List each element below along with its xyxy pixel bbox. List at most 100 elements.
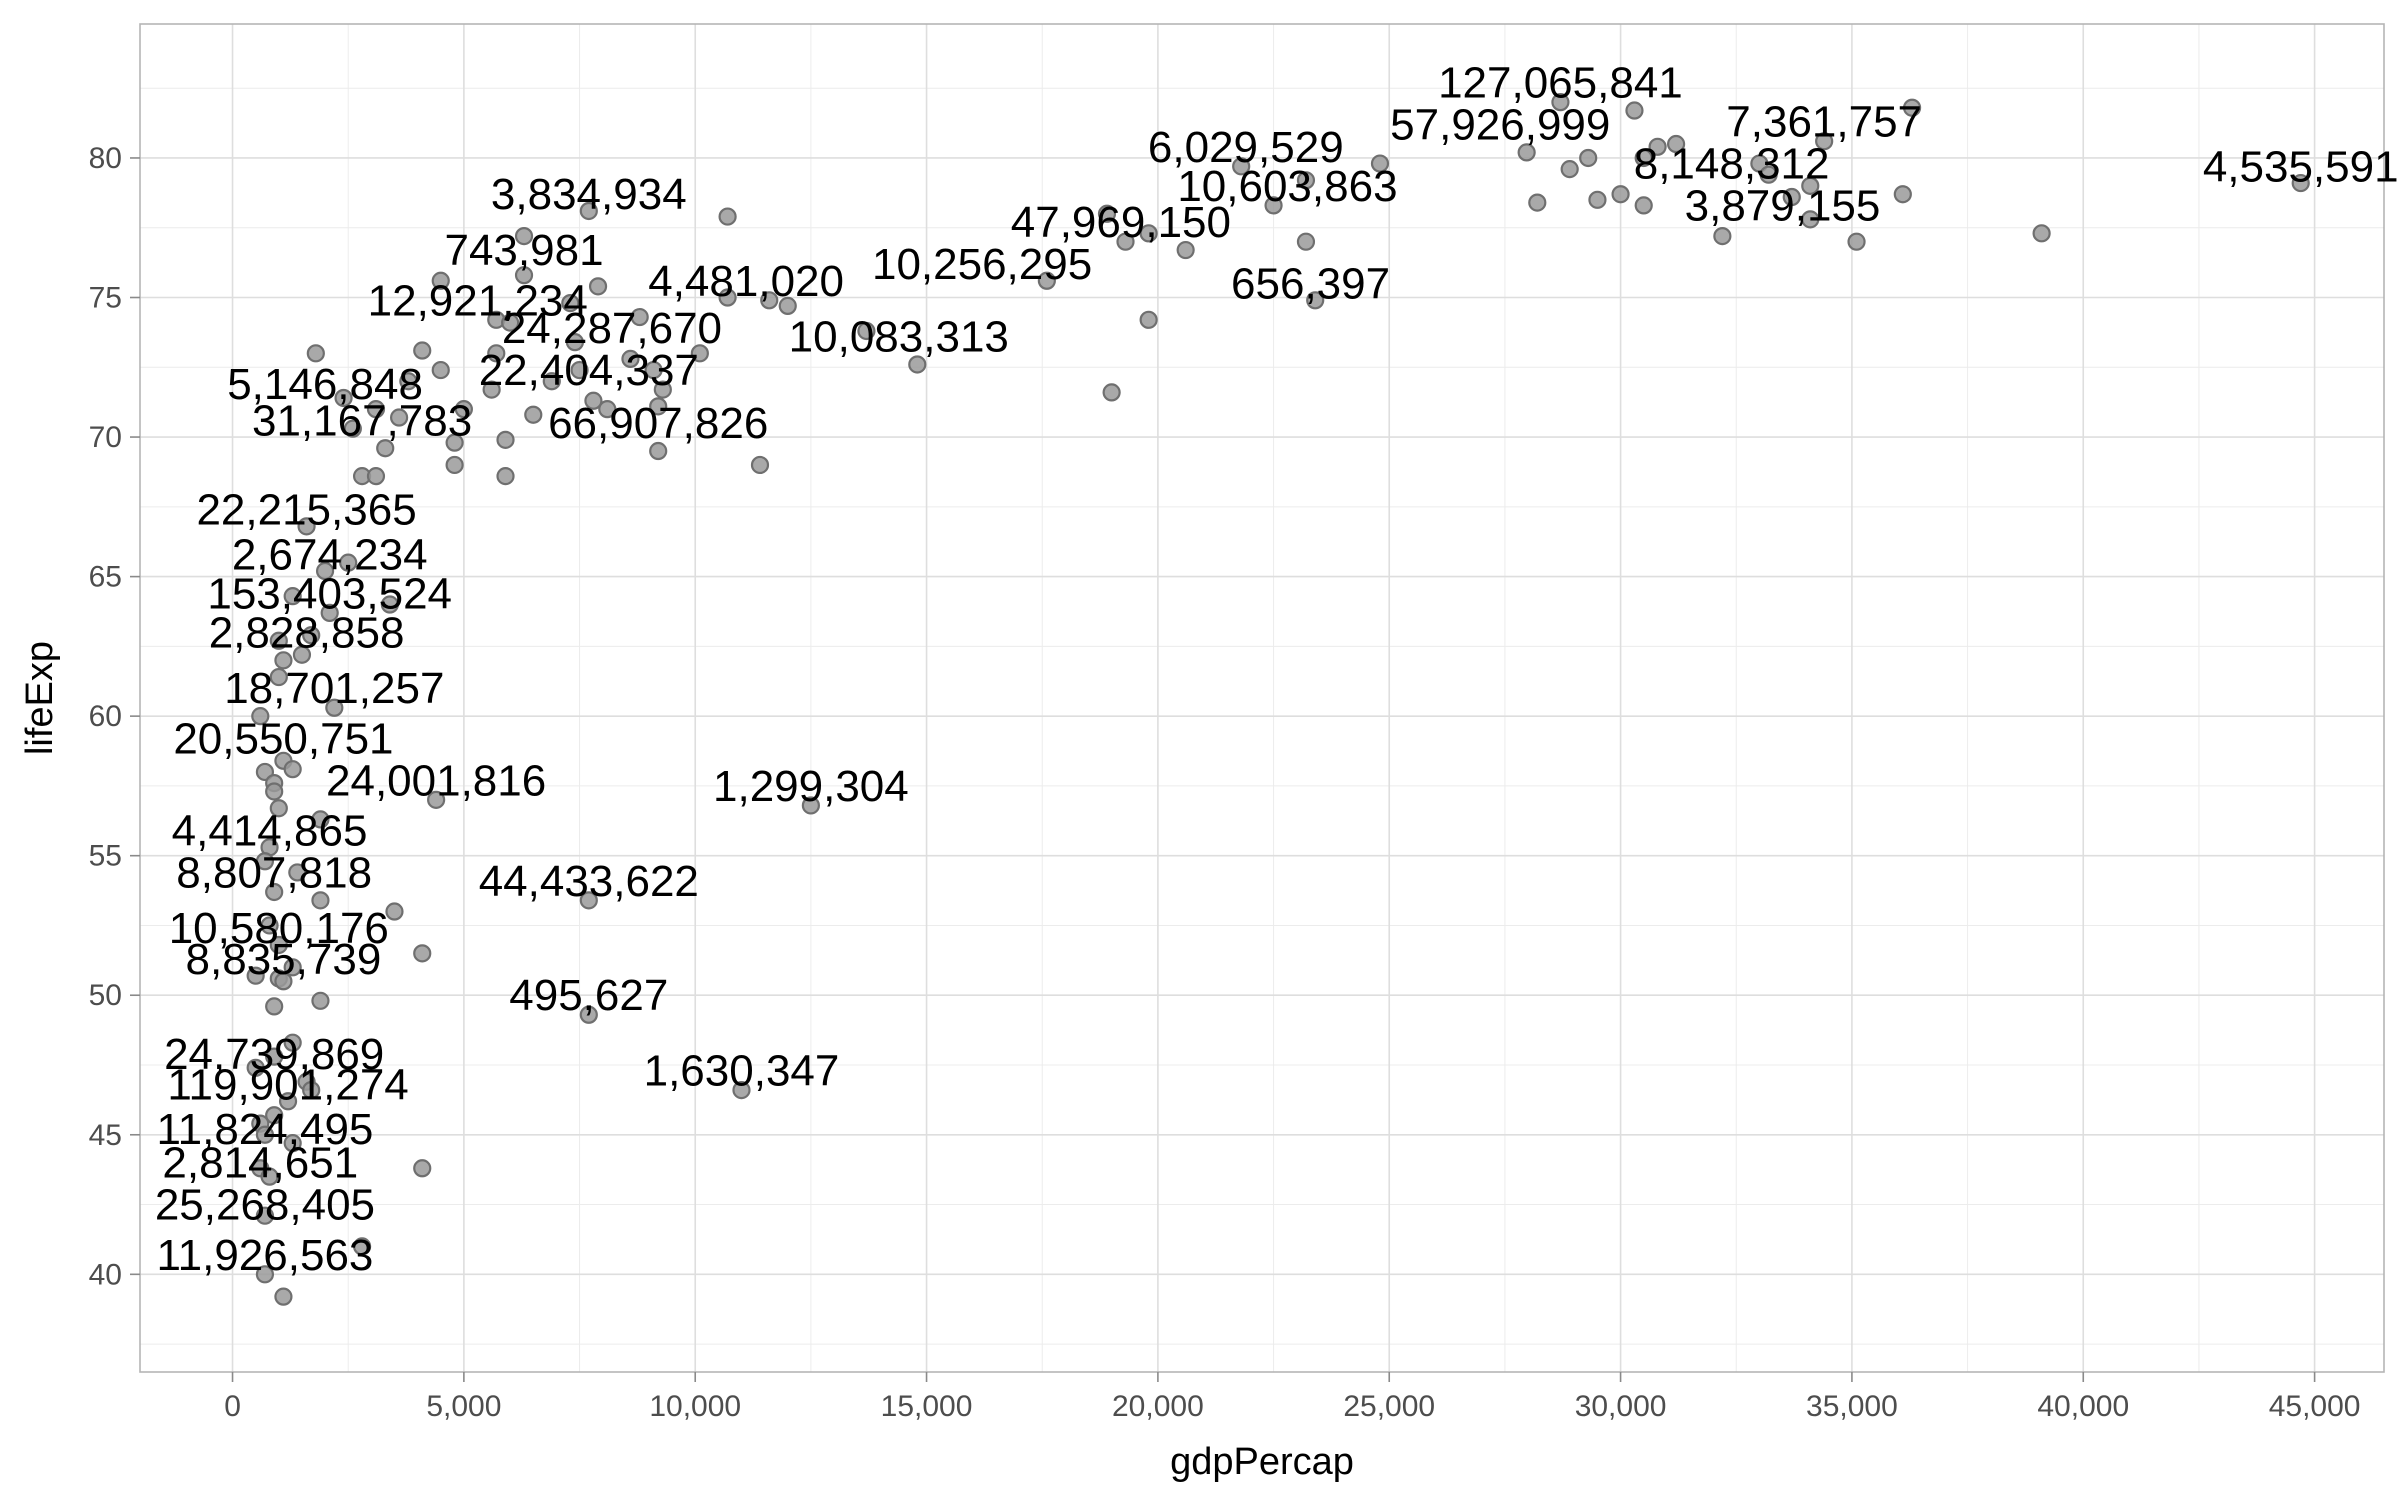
- data-point: [311, 891, 330, 910]
- data-point: [1176, 240, 1195, 260]
- data-point: [579, 891, 598, 910]
- point-label: 57,926,999: [1390, 100, 1610, 149]
- data-point: [413, 341, 432, 360]
- point-label: 18,701,257: [224, 664, 444, 713]
- data-point: [588, 277, 608, 296]
- data-point: [255, 1125, 275, 1144]
- data-point: [1097, 204, 1117, 223]
- data-point: [265, 1047, 284, 1066]
- point-label: 10,256,295: [872, 240, 1092, 289]
- data-point: [265, 1106, 284, 1125]
- data-point: [1306, 291, 1325, 310]
- data-point: [269, 799, 288, 818]
- y-tick-label: 65: [89, 561, 122, 594]
- y-tick-label: 40: [89, 1258, 122, 1291]
- y-tick-label: 50: [89, 979, 122, 1012]
- data-point: [649, 397, 668, 416]
- data-point: [390, 408, 409, 427]
- point-label: 25,268,405: [155, 1181, 375, 1230]
- data-point: [1648, 137, 1667, 156]
- data-point: [501, 313, 520, 332]
- point-label: 66,907,826: [548, 399, 768, 448]
- data-point: [621, 349, 640, 369]
- point-label: 24,739,869: [164, 1030, 384, 1079]
- data-point: [718, 288, 737, 307]
- y-tick-label: 80: [89, 142, 122, 175]
- data-point: [315, 561, 335, 581]
- data-point: [565, 333, 585, 352]
- data-point: [325, 698, 344, 717]
- data-point: [246, 1058, 265, 1077]
- data-point: [778, 296, 797, 315]
- data-point: [334, 388, 353, 408]
- point-label: 8,807,818: [176, 848, 372, 897]
- data-point: [1370, 154, 1390, 173]
- data-point: [339, 553, 358, 572]
- point-label: 22,404,337: [479, 346, 699, 395]
- x-tick-label: 40,000: [2037, 1390, 2129, 1423]
- point-label: 24,287,670: [502, 304, 722, 353]
- point-label: 6,029,529: [1148, 123, 1344, 172]
- data-point: [584, 391, 603, 410]
- data-point: [269, 631, 288, 650]
- data-point: [306, 344, 325, 363]
- data-point: [1611, 185, 1630, 204]
- data-point: [431, 360, 450, 380]
- point-label: 8,148,312: [1634, 140, 1830, 189]
- data-point: [801, 796, 820, 815]
- data-point: [269, 667, 288, 687]
- x-tick-label: 5,000: [426, 1390, 501, 1423]
- point-label: 3,879,155: [1685, 181, 1881, 230]
- y-tick-label: 75: [89, 282, 122, 315]
- point-label: 3,834,934: [491, 170, 687, 219]
- y-axis-title: lifeExp: [19, 641, 61, 755]
- data-point: [1782, 187, 1801, 207]
- x-tick-label: 25,000: [1343, 1390, 1435, 1423]
- data-point: [274, 972, 293, 991]
- point-label: 12,921,234: [368, 276, 588, 325]
- point-label: 743,981: [444, 226, 603, 275]
- data-point: [366, 400, 386, 419]
- point-label: 22,215,365: [196, 486, 416, 535]
- point-label: 5,146,848: [227, 360, 423, 409]
- data-point: [1902, 98, 1922, 117]
- data-point: [1232, 157, 1251, 176]
- x-axis-title: gdpPercap: [1170, 1441, 1354, 1483]
- data-point: [1037, 271, 1056, 290]
- data-point: [857, 321, 876, 341]
- point-label: 495,627: [509, 971, 668, 1020]
- data-point: [653, 380, 672, 399]
- data-point: [1139, 224, 1158, 243]
- data-point: [1625, 101, 1644, 120]
- data-point: [1296, 171, 1316, 190]
- data-point: [283, 1033, 302, 1052]
- point-label: 127,065,841: [1438, 59, 1683, 108]
- x-tick-label: 35,000: [1806, 1390, 1898, 1423]
- data-point: [1560, 160, 1579, 179]
- data-point: [561, 293, 580, 313]
- data-point: [750, 455, 770, 475]
- data-point: [496, 467, 515, 486]
- data-point: [908, 355, 927, 374]
- point-label: 8,835,739: [186, 935, 382, 984]
- point-label: 10,603,863: [1177, 162, 1397, 211]
- data-point: [376, 439, 395, 458]
- data-point: [1666, 134, 1686, 154]
- data-point: [265, 997, 284, 1016]
- point-label: 44,433,622: [479, 857, 699, 906]
- data-point: [496, 430, 515, 449]
- point-label: 119,901,274: [167, 1061, 408, 1110]
- data-point: [311, 810, 330, 829]
- x-tick-label: 15,000: [881, 1390, 973, 1423]
- data-point: [649, 441, 668, 461]
- y-tick-label: 45: [89, 1119, 122, 1152]
- x-tick-label: 20,000: [1112, 1390, 1204, 1423]
- point-label: 1,630,347: [644, 1047, 840, 1096]
- data-point: [399, 372, 418, 391]
- plot-panel-border: [139, 23, 2385, 1373]
- data-point: [413, 1159, 432, 1178]
- data-point: [283, 760, 302, 779]
- data-point: [514, 227, 534, 246]
- data-point: [1801, 176, 1820, 195]
- data-point: [1116, 232, 1135, 251]
